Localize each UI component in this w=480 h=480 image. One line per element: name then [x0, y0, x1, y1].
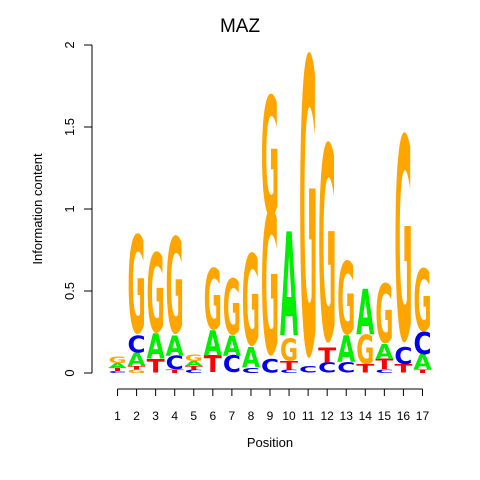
y-axis: 0 0.5 1 1.5 2 [62, 41, 93, 377]
logo-letter-C: C [109, 371, 127, 374]
x-tick-label: 13 [340, 409, 354, 423]
logo-letter-G: G [242, 230, 260, 375]
logo-letter-G: G [261, 172, 279, 400]
logo-letter-A: A [375, 341, 393, 364]
chart-title: MAZ [220, 16, 261, 37]
logo-letter-T: T [204, 351, 222, 378]
logo-letter-G: G [261, 65, 279, 254]
logo-letter-G: G [280, 334, 298, 368]
logo-letter-G: G [166, 212, 184, 364]
logo-letter-G: G [109, 354, 127, 365]
logo-letter-A: A [109, 362, 128, 370]
logo-letter-C: C [413, 328, 431, 362]
logo-letter-T: T [318, 343, 337, 367]
y-tick-label: 0.5 [62, 282, 77, 300]
logo-letter-G: G [375, 267, 393, 361]
x-tick-label: 1 [114, 409, 121, 423]
x-tick-label: 6 [209, 409, 216, 423]
logo-letter-C: C [394, 343, 412, 370]
logo-letter-A: A [242, 342, 260, 374]
logo-letter-C: C [166, 353, 184, 374]
x-tick-label: 16 [397, 409, 411, 423]
logo-letter-G: G [394, 81, 412, 405]
logo-letter-G: G [413, 251, 431, 351]
logo-letter-T: T [356, 362, 374, 376]
logo-letter-C: C [185, 369, 203, 374]
x-tick-label: 15 [378, 409, 392, 423]
logo-letter-C: C [280, 369, 298, 374]
x-tick-label: 12 [320, 409, 334, 423]
logo-letter-A: A [185, 360, 204, 368]
x-tick-label: 8 [248, 409, 255, 423]
y-tick-label: 2 [62, 41, 77, 48]
logo-letter-A: A [166, 331, 184, 363]
y-tick-label: 1 [62, 205, 77, 212]
logo-letter-C: C [223, 351, 241, 378]
logo-letter-A: A [128, 349, 147, 370]
logo-letter-T: T [413, 369, 431, 374]
x-tick-label: 2 [133, 409, 140, 423]
logo-letter-T: T [128, 365, 146, 370]
logo-letter-G: G [337, 242, 355, 357]
x-tick-label: 9 [267, 409, 274, 423]
logo-letter-C: C [242, 367, 260, 375]
x-tick-label: 14 [359, 409, 373, 423]
x-tick-label: 7 [229, 409, 236, 423]
logo-letter-T: T [375, 356, 394, 372]
logo-letter-G: G [318, 91, 336, 402]
logo-letter-A: A [337, 328, 355, 371]
logo-letter-A: A [223, 331, 241, 363]
logo-letter-C: C [375, 369, 393, 374]
logo-letter-A: A [147, 327, 165, 367]
x-tick-label: 17 [416, 409, 430, 423]
logo-letter-T: T [166, 369, 184, 374]
logo-letter-A: A [356, 278, 374, 351]
logo-letter-C: C [261, 356, 279, 377]
logo-letter-G: G [128, 208, 146, 364]
x-tick-label: 3 [152, 409, 159, 423]
logo-letter-A: A [413, 351, 431, 374]
logo-letter-G: G [128, 368, 146, 373]
logo-letter-A: A [280, 204, 298, 370]
logo-letter-A: A [204, 324, 222, 364]
logo-letter-G: G [223, 265, 241, 353]
y-axis-label: Information content [30, 153, 45, 265]
logo-letter-T: T [185, 365, 203, 370]
x-axis: 1 2 3 4 5 6 7 8 9 10 11 12 13 14 15 16 17 [114, 388, 430, 423]
logo-letter-C: C [337, 359, 355, 376]
logo-letter-G: G [204, 254, 222, 350]
y-tick-label: 1.5 [62, 118, 77, 136]
x-tick-label: 11 [302, 409, 315, 423]
logo-letter-G: G [299, 0, 317, 448]
logo-letter-T: T [147, 356, 166, 377]
logo-letter-G: G [185, 352, 203, 363]
logo-letter-T: T [394, 362, 412, 376]
logo-letter-C: C [318, 359, 336, 376]
x-axis-label: Position [247, 435, 293, 450]
logo-letter-C: C [128, 331, 146, 358]
x-tick-label: 4 [171, 409, 178, 423]
logo-letter-C: C [299, 365, 317, 375]
x-tick-label: 10 [282, 409, 296, 423]
logo-letter-T: T [109, 367, 127, 372]
logo-letter-T: T [280, 359, 298, 373]
logo-letter-G: G [147, 233, 165, 358]
logo-letter-G: G [356, 329, 374, 373]
x-tick-label: 5 [190, 409, 197, 423]
y-tick-label: 0 [62, 369, 77, 376]
